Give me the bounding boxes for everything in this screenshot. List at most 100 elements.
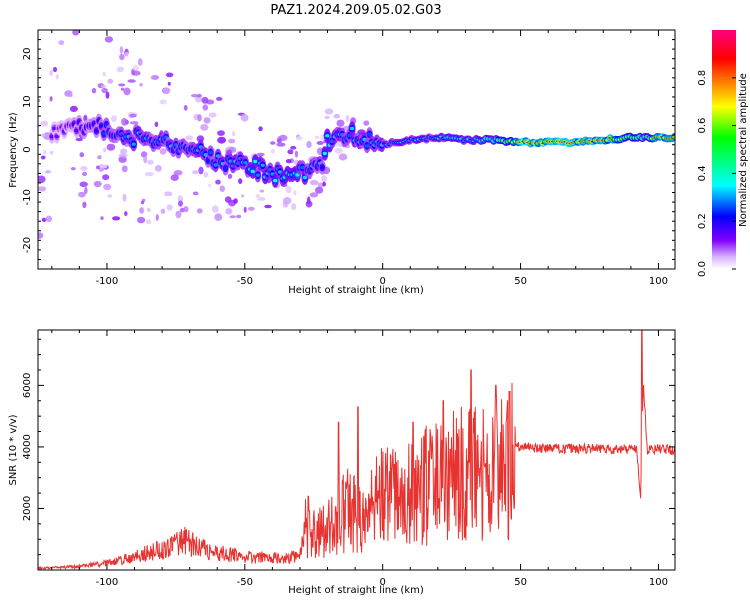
spectrogram-speckle bbox=[162, 87, 171, 95]
spectrogram-ridge-core bbox=[54, 134, 59, 138]
spectrogram-speckle bbox=[197, 93, 202, 98]
spectrogram-ridge-core bbox=[74, 128, 79, 133]
spectrogram-speckle bbox=[38, 175, 46, 184]
spectrogram-speckle bbox=[219, 185, 225, 192]
spectrogram-ridge-core bbox=[320, 165, 325, 170]
spectrogram-speckle bbox=[240, 114, 249, 122]
spectrogram-speckle bbox=[100, 216, 104, 221]
spectrogram-speckle bbox=[72, 30, 80, 36]
colorbar-tick-label: 0.2 bbox=[697, 213, 708, 229]
spectrogram-speckle bbox=[150, 75, 160, 80]
y-tick-label: 4000 bbox=[22, 434, 33, 459]
spectrogram-speckle bbox=[322, 181, 326, 187]
spectrogram-speckle bbox=[178, 200, 183, 207]
colorbar-tick-label: 0.4 bbox=[697, 165, 708, 181]
spectrogram-speckle bbox=[100, 84, 107, 88]
spectrogram-speckle bbox=[173, 170, 183, 176]
spectrogram-speckle bbox=[38, 232, 44, 239]
spectrogram-speckle bbox=[139, 207, 145, 214]
spectrogram-speckle bbox=[160, 208, 166, 214]
spectrogram-speckle bbox=[175, 210, 182, 219]
spectrogram-x-axis-label: Height of straight line (km) bbox=[288, 285, 424, 296]
spectrogram-speckle bbox=[39, 19, 47, 23]
spectrogram-speckle bbox=[203, 117, 211, 124]
spectrogram-speckle bbox=[43, 149, 47, 155]
spectrogram-ridge-core bbox=[367, 132, 372, 136]
spectrogram-speckle bbox=[179, 207, 185, 213]
spectrogram-speckle bbox=[290, 145, 297, 150]
spectrogram-speckle bbox=[164, 191, 173, 197]
spectrogram-speckle bbox=[306, 140, 312, 148]
colorbar: 0.0 0.2 0.4 0.6 0.8 Normalized spectral ampl… bbox=[697, 30, 749, 277]
spectrogram-speckle bbox=[295, 136, 303, 141]
spectrogram-speckle bbox=[78, 191, 86, 198]
colorbar-label: Normalized spectral amplitude bbox=[738, 73, 749, 227]
spectrogram-ridge-core bbox=[672, 135, 675, 138]
spectrogram-speckle bbox=[316, 141, 324, 145]
spectrogram-speckle bbox=[211, 205, 219, 213]
spectrogram-speckle bbox=[121, 165, 128, 173]
spectrogram-speckle bbox=[118, 83, 126, 87]
spectrogram-speckle bbox=[238, 178, 243, 185]
spectrogram-speckle bbox=[82, 201, 87, 209]
spectrogram-speckle bbox=[145, 172, 154, 177]
spectrogram-speckle bbox=[155, 214, 159, 221]
spectrogram-speckle bbox=[232, 131, 236, 137]
spectrogram-speckle bbox=[137, 58, 143, 66]
x-tick-label: 100 bbox=[649, 276, 668, 287]
spectrogram-speckle bbox=[334, 147, 343, 154]
spectrogram-speckle bbox=[124, 211, 128, 217]
spectrogram-ridge-core bbox=[223, 166, 228, 170]
spectrogram-speckle bbox=[338, 153, 348, 161]
y-tick-label: -10 bbox=[22, 189, 33, 205]
spectrogram-speckle bbox=[233, 198, 238, 204]
spectrogram-speckle bbox=[217, 130, 225, 137]
spectrogram-speckle bbox=[69, 92, 73, 98]
x-tick-label: -50 bbox=[237, 276, 253, 287]
colorbar-tick-label: 0.0 bbox=[697, 261, 708, 277]
spectrogram-speckle bbox=[119, 53, 125, 61]
spectrogram-speckle bbox=[49, 69, 53, 77]
spectrogram-speckle bbox=[225, 208, 233, 215]
spectrogram-speckle bbox=[159, 148, 167, 155]
spectrogram-speckle bbox=[170, 174, 179, 182]
spectrogram-ridge-core bbox=[300, 165, 305, 170]
spectrogram-speckle bbox=[58, 40, 65, 46]
colorbar-tick-label: 0.6 bbox=[697, 118, 708, 134]
spectrogram-speckle bbox=[69, 105, 78, 112]
spectrogram-speckle bbox=[45, 215, 53, 222]
spectrogram-speckle bbox=[75, 137, 83, 142]
spectrogram-ridge-core bbox=[260, 163, 265, 167]
x-tick-label: 50 bbox=[514, 577, 527, 588]
snr-frame bbox=[37, 329, 676, 571]
spectrogram-speckle bbox=[247, 206, 255, 211]
spectrogram-speckle bbox=[139, 83, 143, 87]
x-tick-label: -100 bbox=[96, 577, 119, 588]
spectrogram-speckle bbox=[119, 148, 128, 155]
snr-x-axis-label: Height of straight line (km) bbox=[288, 585, 424, 596]
spectrogram-speckle bbox=[285, 185, 292, 194]
spectrogram-speckle bbox=[79, 181, 88, 188]
spectrogram-speckle bbox=[147, 159, 154, 165]
spectrogram-speckle bbox=[116, 66, 125, 73]
spectrogram-speckle bbox=[195, 96, 203, 103]
spectrogram-speckle bbox=[285, 159, 292, 164]
spectrogram-speckle bbox=[185, 135, 194, 141]
spectrogram-speckle bbox=[294, 150, 298, 158]
spectrogram-speckle bbox=[41, 217, 47, 222]
figure-title: PAZ1.2024.209.05.02.G03 bbox=[270, 3, 441, 18]
spectrogram-speckle bbox=[111, 115, 117, 123]
spectrogram-speckle bbox=[227, 173, 233, 179]
spectrogram-speckle bbox=[229, 215, 236, 219]
spectrogram-speckle bbox=[270, 141, 276, 145]
spectrogram-speckle bbox=[125, 52, 129, 57]
spectrogram-speckle bbox=[121, 118, 128, 126]
spectrogram-speckle bbox=[321, 175, 327, 183]
snr-panel: -100 -50 0 50 100 2000 4000 6000 Height of stra… bbox=[8, 329, 676, 596]
spectrogram-speckle bbox=[129, 113, 137, 118]
spectrogram-speckle bbox=[224, 196, 232, 203]
spectrogram-speckle bbox=[276, 142, 286, 147]
snr-series-line bbox=[38, 330, 675, 570]
spectrogram-speckle bbox=[216, 96, 223, 101]
x-tick-label: 100 bbox=[649, 577, 668, 588]
